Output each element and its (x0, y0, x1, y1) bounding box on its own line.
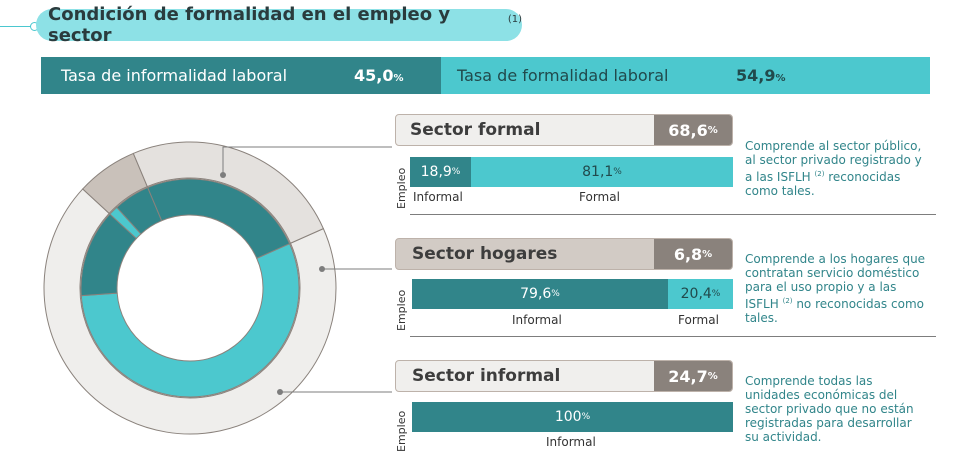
sector-formal-formal-label: Formal (579, 190, 620, 204)
sector-formal-empleo-label: Empleo (395, 167, 408, 209)
sector-hogares-pct: 6,8% (654, 239, 732, 269)
page-title-text: Condición de formalidad en el empleo y s… (48, 4, 451, 46)
sector-formal-description: Comprende al sector público, al sector p… (745, 139, 922, 198)
sector-informal-name: Sector informal (412, 366, 561, 386)
sector-formal-pct: 68,6% (654, 115, 732, 145)
informality-rate-bar: Tasa de informalidad laboral 45,0% (41, 57, 441, 94)
sector-hogares-formal-label: Formal (678, 313, 719, 327)
title-line (0, 26, 36, 27)
sector-hogares-empleo-label: Empleo (395, 289, 408, 331)
sector-hogares-description: Comprende a los hogares que contratan se… (745, 252, 926, 325)
sector-hogares-informal-segment: 79,6% (412, 279, 668, 309)
sector-hogares-formal-segment: 20,4% (668, 279, 733, 309)
sector-formal-header: Sector formal 68,6% (395, 114, 733, 146)
formality-rate-label: Tasa de formalidad laboral (457, 66, 669, 85)
leader-dot-formal (220, 172, 226, 178)
sector-hogares-header: Sector hogares 6,8% (395, 238, 733, 270)
sector-donut-chart (43, 141, 392, 435)
informality-rate-label: Tasa de informalidad laboral (61, 66, 288, 85)
leader-line-formal (222, 146, 392, 175)
formality-rate-value: 54,9% (736, 66, 786, 85)
informality-rate-value: 45,0% (354, 66, 404, 85)
divider (410, 214, 936, 215)
sector-informal-empleo-label: Empleo (395, 410, 408, 452)
formality-rate-bar: Tasa de formalidad laboral 54,9% (441, 57, 930, 94)
sector-informal-informal-label: Informal (546, 435, 596, 449)
sector-formal-formal-segment: 81,1% (471, 157, 733, 187)
sector-informal-pct: 24,7% (654, 361, 732, 391)
title-note: (1) (507, 13, 522, 25)
leader-dot-hogares (319, 266, 325, 272)
donut-inner-slice-informal-informal (147, 178, 291, 259)
sector-informal-header: Sector informal 24,7% (395, 360, 733, 392)
leader-dot-informal (277, 389, 283, 395)
donut-inner-slice-formal-formal (80, 243, 300, 398)
sector-informal-description: Comprende todas las unidades económicas … (745, 374, 914, 444)
page-title: Condición de formalidad en el empleo y s… (36, 4, 522, 46)
divider (410, 336, 936, 337)
sector-formal-informal-segment: 18,9% (410, 157, 471, 187)
sector-informal-informal-segment: 100% (412, 402, 733, 432)
donut-outer-slice-formal (43, 188, 337, 435)
sector-hogares-name: Sector hogares (412, 244, 558, 264)
sector-formal-informal-label: Informal (413, 190, 463, 204)
donut-outer-slice-informal (132, 141, 325, 244)
sector-formal-name: Sector formal (410, 120, 541, 140)
sector-hogares-informal-label: Informal (512, 313, 562, 327)
